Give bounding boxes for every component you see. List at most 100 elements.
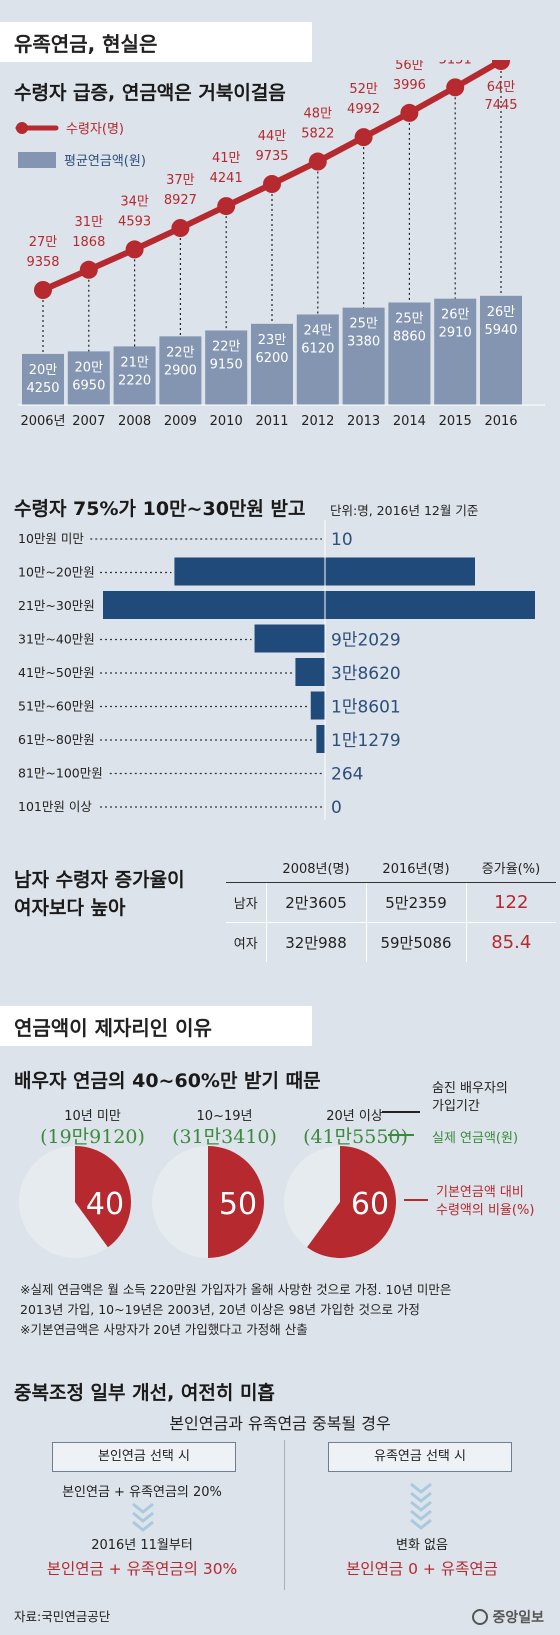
left-since: 2016년 11월부터 bbox=[91, 1538, 193, 1553]
section-title-reason: 연금액이 제자리인 이유 bbox=[0, 1006, 312, 1046]
cell-2016: 59만5086 bbox=[365, 922, 466, 962]
line-label: 1868 bbox=[72, 235, 105, 250]
legend-hidden-line1: 숨진 배우자의 bbox=[432, 1081, 508, 1096]
pie-legend-lines bbox=[382, 1111, 420, 1136]
left-after: 본인연금 + 유족연금의 30% bbox=[46, 1560, 238, 1578]
pie-pct-label: 40 bbox=[86, 1187, 124, 1222]
line-point bbox=[34, 281, 52, 299]
cell-rate: 85.4 bbox=[465, 922, 556, 962]
hbar-label: 1만1279 bbox=[331, 731, 401, 751]
bar-avg-pension bbox=[67, 351, 110, 405]
bar-label: 6950 bbox=[72, 378, 105, 393]
pie-note: ※실제 연금액은 월 소득 220만원 가입자가 올해 사망한 것으로 가정. … bbox=[20, 1280, 451, 1340]
line-label: 4241 bbox=[210, 171, 243, 186]
cell-2016: 5만2359 bbox=[365, 882, 466, 923]
line-label: 31만 bbox=[75, 215, 104, 230]
pie3-period: 20년 이상 bbox=[326, 1109, 383, 1124]
category-label: 41만~50만원 bbox=[18, 665, 95, 680]
chart2-unit: 단위:명, 2016년 12월 기준 bbox=[330, 503, 479, 518]
pie-heading: 배우자 연금의 40~60%만 받기 때문 bbox=[14, 1070, 321, 1092]
x-tick-label: 2012 bbox=[301, 414, 334, 429]
bar-label: 6120 bbox=[301, 341, 334, 356]
bar-avg-pension bbox=[113, 346, 156, 405]
chevron-down-icon bbox=[132, 1502, 154, 1532]
bar-label: 8860 bbox=[393, 329, 426, 344]
bar-avg-pension bbox=[342, 307, 385, 405]
pie-slice bbox=[307, 1146, 396, 1258]
line-label: 9735 bbox=[255, 149, 288, 164]
bar-label: 3380 bbox=[347, 335, 380, 350]
chart-amount-distribution: 10만원 미만1010만~20만원19만667021만~30만원28만99723… bbox=[18, 520, 535, 820]
bar-avg-pension bbox=[251, 323, 293, 405]
gender-table: 2008년(명) 2016년(명) 증가율(%) 남자 2만3605 5만235… bbox=[226, 854, 556, 962]
cell-2008: 2만3605 bbox=[265, 882, 366, 923]
line-label: 4593 bbox=[118, 214, 151, 229]
hbar bbox=[103, 591, 325, 619]
legend-hidden-period: 숨진 배우자의 가입기간 bbox=[432, 1080, 508, 1116]
legend-ratio: 기본연금액 대비 수령액의 비율(%) bbox=[436, 1184, 534, 1220]
category-label: 21만~30만원 bbox=[18, 598, 95, 613]
x-tick-label: 2016 bbox=[484, 414, 517, 429]
gender-heading-line1: 남자 수령자 증가율이 bbox=[14, 869, 185, 891]
bar-label: 6200 bbox=[255, 351, 288, 366]
line-point bbox=[400, 103, 419, 122]
line-label: 5151 bbox=[439, 60, 472, 67]
x-tick-label: 2013 bbox=[347, 414, 380, 429]
hbar-label: 264 bbox=[331, 765, 363, 785]
legend-ratio-line bbox=[404, 1199, 428, 1201]
category-label: 10만원 미만 bbox=[18, 531, 84, 546]
bar-label: 22만 bbox=[166, 345, 195, 360]
pie-slice bbox=[75, 1146, 132, 1248]
bar-avg-pension bbox=[205, 330, 248, 405]
hbar bbox=[254, 624, 325, 653]
row-label: 남자 bbox=[226, 882, 266, 923]
note-line1: ※실제 연금액은 월 소득 220만원 가입자가 올해 사망한 것으로 가정. … bbox=[20, 1282, 452, 1297]
x-tick-label: 2011 bbox=[255, 414, 288, 429]
bar-label: 2220 bbox=[118, 373, 151, 388]
line-label: 56만 bbox=[395, 60, 424, 73]
line-label: 48만 bbox=[304, 107, 333, 122]
chart2-heading: 수령자 75%가 10만~30만원 받고 bbox=[14, 498, 306, 520]
hbar-ext bbox=[325, 591, 535, 619]
bar-label: 22만 bbox=[212, 339, 241, 354]
x-tick-label: 2008 bbox=[118, 414, 151, 429]
bar-avg-pension bbox=[22, 353, 64, 405]
category-label: 51만~60만원 bbox=[18, 699, 95, 714]
category-label: 81만~100만원 bbox=[18, 766, 103, 781]
bar-label: 25만 bbox=[395, 311, 424, 326]
legend-ratio-line1: 기본연금액 대비 bbox=[436, 1185, 524, 1200]
line-label: 64만 bbox=[487, 80, 516, 95]
pie3-amount: (41만5550) bbox=[303, 1126, 408, 1148]
bar-label: 5940 bbox=[484, 323, 517, 338]
x-tick-label: 2015 bbox=[439, 414, 472, 429]
pie1-amount: (19만9120) bbox=[40, 1126, 145, 1148]
line-label: 37만 bbox=[166, 173, 195, 188]
line-label: 3996 bbox=[393, 78, 426, 93]
line-label: 8927 bbox=[164, 193, 197, 208]
bar-label: 2900 bbox=[164, 363, 197, 378]
table-row: 남자 2만3605 5만2359 122 bbox=[226, 882, 556, 923]
line-label: 41만 bbox=[212, 151, 241, 166]
hbar-label: 3만8620 bbox=[331, 664, 401, 684]
chevron-down-icon bbox=[410, 1482, 432, 1530]
gender-heading-line2: 여자보다 높아 bbox=[14, 897, 126, 919]
x-tick-label: 2007 bbox=[72, 414, 105, 429]
bar-avg-pension bbox=[296, 314, 339, 405]
bar-label: 25만 bbox=[349, 317, 378, 332]
category-label: 101만원 이상 bbox=[18, 799, 92, 814]
hbar bbox=[295, 658, 325, 686]
legend-bar-label: 평균연금액(원) bbox=[64, 154, 146, 169]
pie-charts: 40 50 60 bbox=[19, 1146, 396, 1258]
bar-label: 24만 bbox=[304, 323, 333, 338]
bar-label: 26만 bbox=[441, 308, 470, 323]
overlap-subheading: 본인연금과 유족연금 중복될 경우 bbox=[169, 1414, 391, 1433]
cell-2008: 32만988 bbox=[265, 922, 366, 962]
cell-rate: 122 bbox=[465, 882, 556, 923]
pie-pct-label: 60 bbox=[351, 1187, 389, 1222]
line-label: 34만 bbox=[120, 194, 149, 209]
pie-pct-label: 50 bbox=[219, 1187, 257, 1222]
line-point bbox=[446, 78, 465, 97]
legend-actual: 실제 연금액(원) bbox=[432, 1131, 519, 1146]
x-tick-label: 2009 bbox=[164, 414, 197, 429]
bar-label: 26만 bbox=[487, 305, 516, 320]
